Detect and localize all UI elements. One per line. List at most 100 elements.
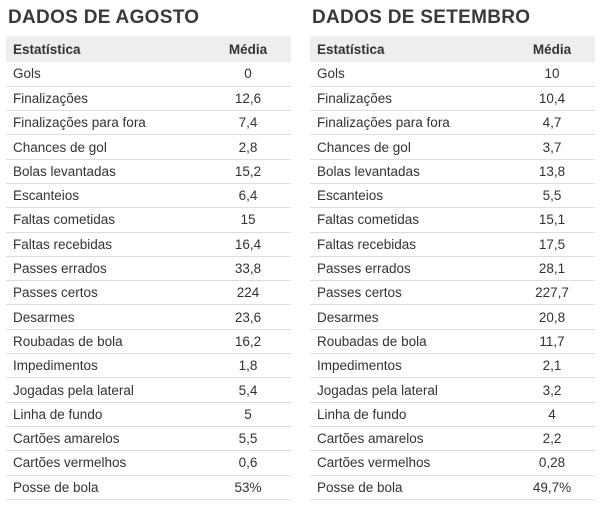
table-row: Cartões vermelhos 0,6 [6, 450, 291, 476]
august-header-stat: Estatística [13, 41, 81, 57]
august-header-row: Estatística Média [6, 36, 291, 62]
table-row: Roubadas de bola 11,7 [310, 329, 595, 355]
stat-value: 5,5 [509, 183, 595, 209]
table-row: Posse de bola 53% [6, 475, 291, 500]
stat-name: Passes errados [6, 256, 205, 282]
stat-value: 1,8 [205, 353, 291, 379]
stat-name: Jogadas pela lateral [6, 377, 205, 403]
stat-name: Desarmes [310, 304, 509, 330]
stat-value: 3,2 [509, 377, 595, 403]
stat-name: Gols [6, 62, 205, 87]
stat-value: 0,28 [509, 450, 595, 476]
stat-value: 53% [205, 475, 291, 500]
stat-value: 2,1 [509, 353, 595, 379]
table-row: Passes certos 227,7 [310, 280, 595, 306]
stat-value: 2,8 [205, 134, 291, 160]
stat-name: Bolas levantadas [6, 159, 205, 184]
september-table-body: Gols 10 Finalizações 10,4 Finalizações para … [310, 62, 595, 500]
table-row: Bolas levantadas 13,8 [310, 159, 595, 184]
table-row: Passes errados 28,1 [310, 256, 595, 282]
stat-value: 7,4 [205, 110, 291, 136]
september-header-row: Estatística Média [310, 36, 595, 62]
table-row: Finalizações para fora 4,7 [310, 110, 595, 136]
table-row: Linha de fundo 4 [310, 402, 595, 427]
table-row: Jogadas pela lateral 3,2 [310, 377, 595, 403]
august-panel: DADOS DE AGOSTO Estatística Média Gols 0 F… [6, 0, 291, 500]
stat-value: 12,6 [205, 86, 291, 112]
stat-name: Faltas recebidas [310, 232, 509, 257]
stat-value: 6,4 [205, 183, 291, 209]
table-row: Gols 10 [310, 62, 595, 87]
stat-value: 10,4 [509, 86, 595, 112]
table-row: Chances de gol 2,8 [6, 134, 291, 160]
stat-name: Impedimentos [6, 353, 205, 379]
stat-name: Cartões amarelos [6, 426, 205, 452]
table-row: Faltas recebidas 16,4 [6, 232, 291, 257]
stat-name: Cartões vermelhos [310, 450, 509, 476]
stat-value: 5,4 [205, 377, 291, 403]
stat-name: Faltas cometidas [6, 207, 205, 233]
stat-value: 15 [205, 207, 291, 233]
stat-value: 3,7 [509, 134, 595, 160]
stat-value: 0,6 [205, 450, 291, 476]
stat-value: 20,8 [509, 304, 595, 330]
stat-name: Faltas recebidas [6, 232, 205, 257]
stat-value: 15,2 [205, 159, 291, 184]
stat-value: 224 [205, 280, 291, 306]
stat-value: 0 [205, 62, 291, 87]
table-row: Finalizações 12,6 [6, 86, 291, 112]
stat-value: 227,7 [509, 280, 595, 306]
august-table: Estatística Média Gols 0 Finalizações 12,6 F… [6, 36, 291, 500]
stat-name: Finalizações [310, 86, 509, 112]
table-row: Jogadas pela lateral 5,4 [6, 377, 291, 403]
table-row: Linha de fundo 5 [6, 402, 291, 427]
stat-value: 33,8 [205, 256, 291, 282]
table-row: Finalizações para fora 7,4 [6, 110, 291, 136]
stat-name: Escanteios [6, 183, 205, 209]
august-header-value: Média [228, 41, 268, 57]
stat-name: Gols [310, 62, 509, 87]
stat-name: Faltas cometidas [310, 207, 509, 233]
september-header-stat: Estatística [317, 41, 385, 57]
stat-value: 23,6 [205, 304, 291, 330]
stat-name: Escanteios [310, 183, 509, 209]
stat-name: Impedimentos [310, 353, 509, 379]
table-row: Faltas recebidas 17,5 [310, 232, 595, 257]
table-row: Desarmes 20,8 [310, 304, 595, 330]
table-row: Cartões vermelhos 0,28 [310, 450, 595, 476]
table-row: Escanteios 6,4 [6, 183, 291, 209]
table-row: Passes errados 33,8 [6, 256, 291, 282]
table-row: Faltas cometidas 15,1 [310, 207, 595, 233]
table-row: Gols 0 [6, 62, 291, 87]
stat-name: Chances de gol [310, 134, 509, 160]
september-table: Estatística Média Gols 10 Finalizações 10,4… [310, 36, 595, 500]
stat-value: 2,2 [509, 426, 595, 452]
stat-value: 4 [509, 402, 595, 427]
stat-name: Roubadas de bola [6, 329, 205, 355]
stat-value: 49,7% [509, 475, 595, 500]
august-table-body: Gols 0 Finalizações 12,6 Finalizações para f… [6, 62, 291, 500]
stat-name: Passes certos [310, 280, 509, 306]
table-row: Desarmes 23,6 [6, 304, 291, 330]
stat-name: Linha de fundo [6, 402, 205, 427]
stat-value: 15,1 [509, 207, 595, 233]
stat-name: Linha de fundo [310, 402, 509, 427]
table-row: Roubadas de bola 16,2 [6, 329, 291, 355]
table-row: Finalizações 10,4 [310, 86, 595, 112]
stat-value: 16,2 [205, 329, 291, 355]
stat-name: Roubadas de bola [310, 329, 509, 355]
table-row: Impedimentos 1,8 [6, 353, 291, 379]
september-header-value: Média [532, 41, 572, 57]
table-row: Escanteios 5,5 [310, 183, 595, 209]
stat-value: 11,7 [509, 329, 595, 355]
table-row: Cartões amarelos 2,2 [310, 426, 595, 452]
table-row: Bolas levantadas 15,2 [6, 159, 291, 184]
stat-value: 10 [509, 62, 595, 87]
stat-name: Passes certos [6, 280, 205, 306]
stat-value: 16,4 [205, 232, 291, 257]
stat-value: 17,5 [509, 232, 595, 257]
stat-name: Cartões amarelos [310, 426, 509, 452]
stat-name: Desarmes [6, 304, 205, 330]
table-row: Posse de bola 49,7% [310, 475, 595, 500]
stat-name: Finalizações para fora [310, 110, 509, 136]
